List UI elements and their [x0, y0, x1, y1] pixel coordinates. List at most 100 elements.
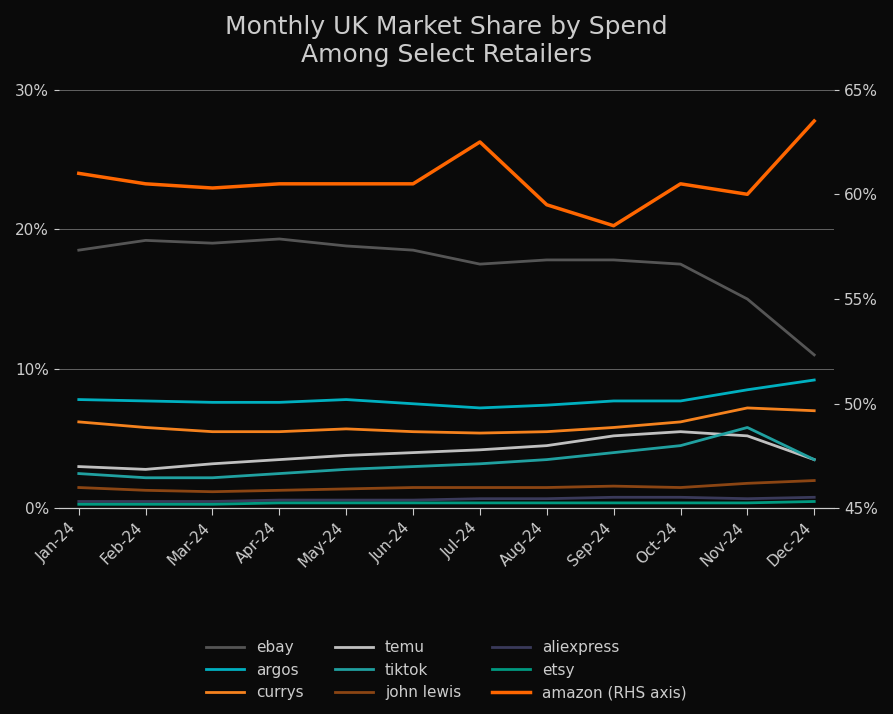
argos — [608, 397, 619, 406]
tiktok — [474, 460, 485, 468]
argos — [742, 386, 753, 394]
argos — [341, 396, 352, 404]
aliexpress — [207, 497, 218, 506]
etsy — [541, 498, 552, 507]
ebay — [207, 239, 218, 248]
Line: etsy: etsy — [79, 501, 814, 504]
temu — [608, 431, 619, 440]
ebay — [140, 236, 151, 245]
etsy — [742, 498, 753, 507]
ebay — [675, 260, 686, 268]
amazon (RHS axis) — [809, 116, 820, 125]
amazon (RHS axis) — [274, 179, 285, 188]
temu — [809, 456, 820, 464]
john lewis — [73, 483, 84, 492]
etsy — [341, 498, 352, 507]
Line: tiktok: tiktok — [79, 428, 814, 478]
temu — [742, 431, 753, 440]
temu — [675, 428, 686, 436]
tiktok — [742, 423, 753, 432]
Title: Monthly UK Market Share by Spend
Among Select Retailers: Monthly UK Market Share by Spend Among S… — [225, 15, 668, 67]
amazon (RHS axis) — [73, 169, 84, 178]
aliexpress — [73, 497, 84, 506]
amazon (RHS axis) — [474, 138, 485, 146]
aliexpress — [742, 494, 753, 503]
etsy — [408, 498, 419, 507]
john lewis — [341, 485, 352, 493]
tiktok — [73, 469, 84, 478]
aliexpress — [474, 494, 485, 503]
aliexpress — [341, 496, 352, 504]
aliexpress — [608, 493, 619, 501]
argos — [73, 396, 84, 404]
temu — [274, 456, 285, 464]
aliexpress — [408, 496, 419, 504]
Line: currys: currys — [79, 408, 814, 433]
Line: temu: temu — [79, 432, 814, 469]
argos — [274, 398, 285, 407]
etsy — [608, 498, 619, 507]
etsy — [274, 498, 285, 507]
Line: ebay: ebay — [79, 239, 814, 355]
tiktok — [140, 473, 151, 482]
tiktok — [675, 441, 686, 450]
tiktok — [274, 469, 285, 478]
amazon (RHS axis) — [675, 179, 686, 188]
Line: aliexpress: aliexpress — [79, 497, 814, 501]
amazon (RHS axis) — [140, 179, 151, 188]
john lewis — [408, 483, 419, 492]
currys — [675, 418, 686, 426]
ebay — [541, 256, 552, 264]
currys — [809, 406, 820, 415]
temu — [408, 448, 419, 457]
ebay — [608, 256, 619, 264]
currys — [207, 428, 218, 436]
aliexpress — [675, 493, 686, 501]
amazon (RHS axis) — [341, 179, 352, 188]
john lewis — [541, 483, 552, 492]
currys — [274, 428, 285, 436]
temu — [207, 460, 218, 468]
ebay — [474, 260, 485, 268]
john lewis — [140, 486, 151, 495]
john lewis — [675, 483, 686, 492]
Line: argos: argos — [79, 380, 814, 408]
argos — [140, 397, 151, 406]
amazon (RHS axis) — [742, 190, 753, 198]
currys — [541, 428, 552, 436]
tiktok — [809, 456, 820, 464]
etsy — [675, 498, 686, 507]
john lewis — [608, 482, 619, 491]
john lewis — [474, 483, 485, 492]
argos — [809, 376, 820, 384]
john lewis — [207, 488, 218, 496]
argos — [541, 401, 552, 409]
etsy — [207, 500, 218, 508]
temu — [474, 446, 485, 454]
amazon (RHS axis) — [608, 221, 619, 230]
ebay — [809, 351, 820, 359]
temu — [341, 451, 352, 460]
argos — [207, 398, 218, 407]
currys — [408, 428, 419, 436]
tiktok — [207, 473, 218, 482]
amazon (RHS axis) — [541, 201, 552, 209]
amazon (RHS axis) — [207, 183, 218, 192]
currys — [73, 418, 84, 426]
tiktok — [408, 462, 419, 471]
etsy — [809, 497, 820, 506]
Line: john lewis: john lewis — [79, 481, 814, 492]
etsy — [73, 500, 84, 508]
Legend: ebay, argos, currys, temu, tiktok, john lewis, aliexpress, etsy, amazon (RHS axi: ebay, argos, currys, temu, tiktok, john … — [200, 634, 693, 706]
currys — [742, 403, 753, 412]
currys — [140, 423, 151, 432]
etsy — [474, 498, 485, 507]
ebay — [274, 235, 285, 243]
currys — [474, 429, 485, 438]
argos — [474, 403, 485, 412]
aliexpress — [274, 496, 285, 504]
ebay — [742, 295, 753, 303]
argos — [675, 397, 686, 406]
argos — [408, 399, 419, 408]
temu — [140, 465, 151, 473]
